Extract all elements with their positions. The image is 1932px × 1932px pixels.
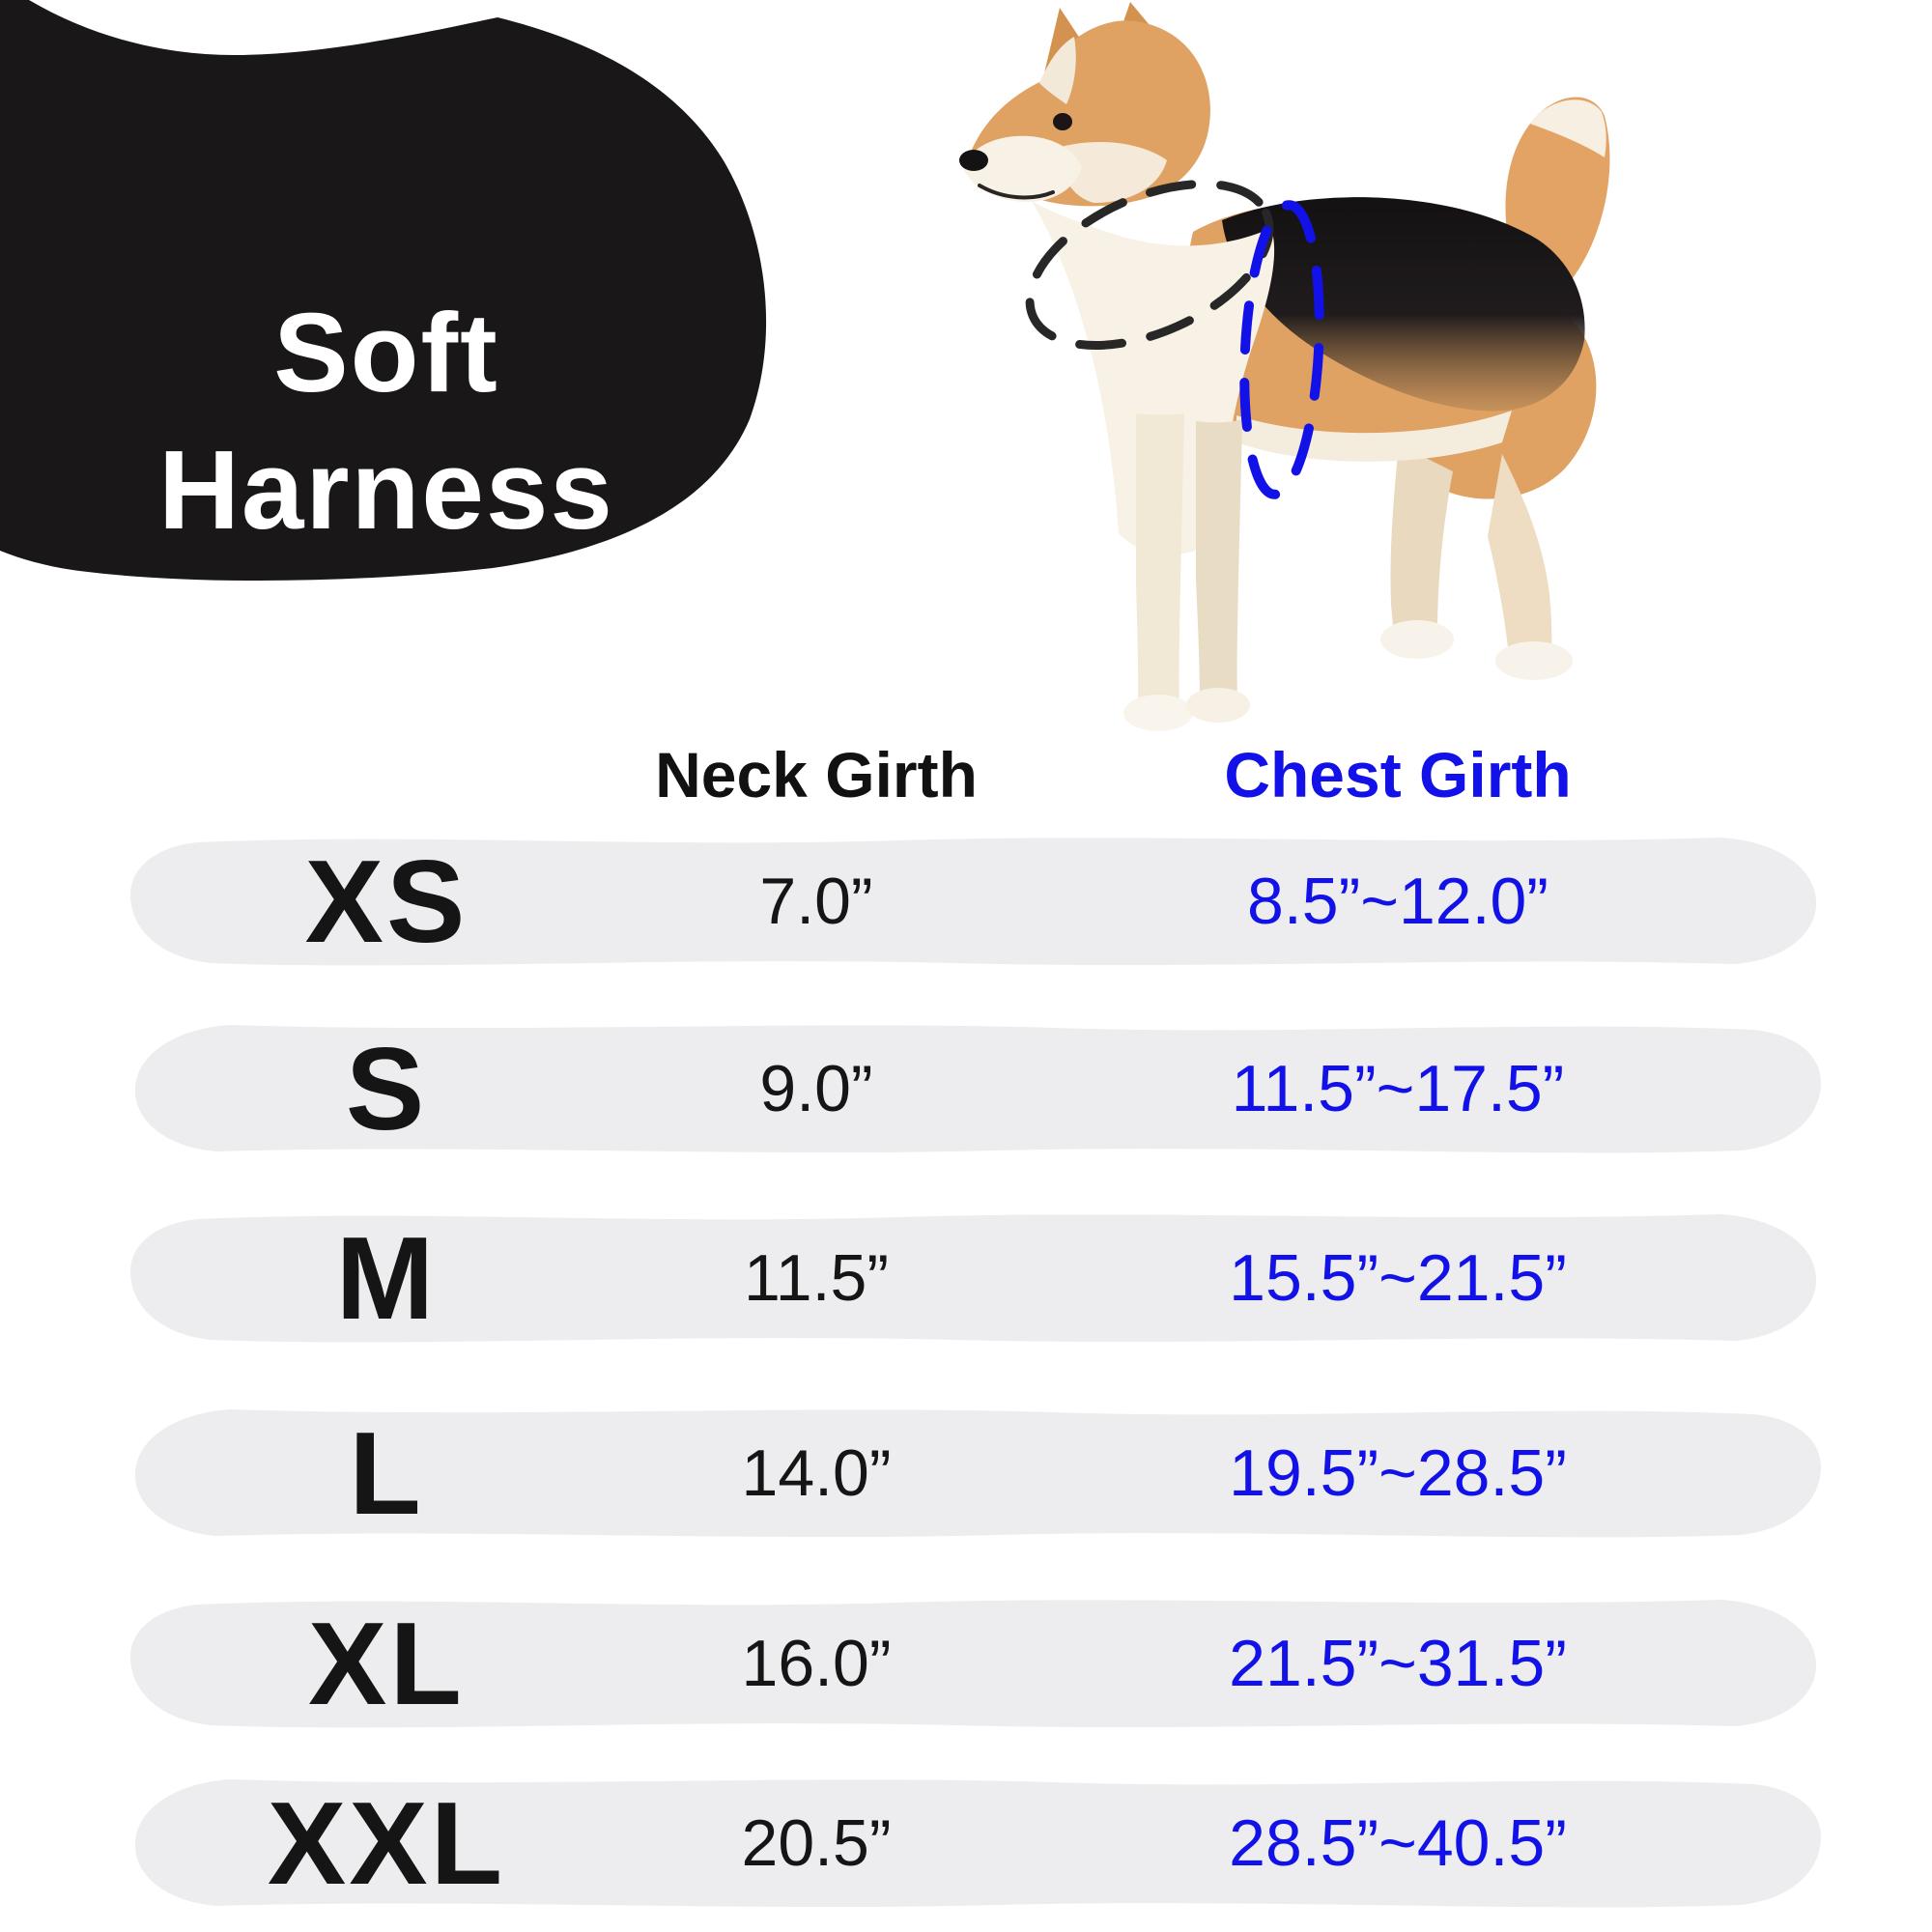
page-title-line2: Harness [158,427,614,553]
dog-front-leg-near [1136,413,1184,711]
dog-cheek [1060,141,1167,203]
size-row-s: S 9.0” 11.5”~17.5” [106,1016,1845,1161]
size-row-xs: XS 7.0” 8.5”~12.0” [106,829,1845,974]
size-row-l: L 14.0” 19.5”~28.5” [106,1401,1845,1546]
dog-nose [959,150,988,171]
dog-muzzle [962,135,1082,202]
neck-girth-value: 11.5” [744,1241,889,1315]
neck-girth-header: Neck Girth [655,739,978,810]
dog-front-leg-far [1196,419,1242,701]
size-label: S [345,1023,428,1154]
neck-girth-value: 16.0” [741,1627,892,1700]
dog-eye [1053,113,1072,130]
dog-forehead-blaze [1039,37,1076,104]
chest-measure-ellipse [1239,200,1324,499]
size-label: L [349,1407,424,1539]
size-label: XS [304,836,469,967]
dog-hind-leg-near [1488,454,1552,668]
neck-girth-value: 14.0” [741,1436,892,1510]
chest-girth-value: 28.5”~40.5” [1229,1806,1567,1880]
size-label: M [335,1212,438,1344]
neck-measure-ellipse [1025,180,1274,350]
chest-girth-value: 11.5”~17.5” [1231,1052,1565,1125]
dog-paw [1380,620,1454,659]
chest-girth-value: 21.5”~31.5” [1229,1627,1567,1700]
chest-girth-value: 8.5”~12.0” [1247,865,1548,938]
size-label: XXL [267,1777,506,1909]
neck-girth-value: 7.0” [759,865,873,938]
size-row-xl: XL 16.0” 21.5”~31.5” [106,1591,1845,1736]
chest-girth-value: 15.5”~21.5” [1229,1241,1567,1315]
title-blob-background [0,0,767,582]
size-row-xxl: XXL 20.5” 28.5”~40.5” [106,1771,1845,1916]
neck-girth-value: 20.5” [741,1806,892,1880]
size-row-m: M 11.5” 15.5”~21.5” [106,1206,1845,1350]
page-title: Soft Harness [0,284,773,558]
dog-paw [1123,695,1193,731]
size-label: XL [308,1598,465,1729]
dog-illustration [959,2,1610,731]
dog-mouth [978,184,1055,200]
dog-saddle [1222,197,1585,412]
chest-girth-value: 19.5”~28.5” [1229,1436,1567,1510]
dog-paw [1186,688,1250,723]
dog-hind-leg-far [1390,444,1453,633]
neck-girth-value: 9.0” [759,1052,873,1125]
page-title-line1: Soft [273,290,499,415]
dog-paw [1495,641,1573,680]
chest-girth-header: Chest Girth [1224,739,1572,810]
